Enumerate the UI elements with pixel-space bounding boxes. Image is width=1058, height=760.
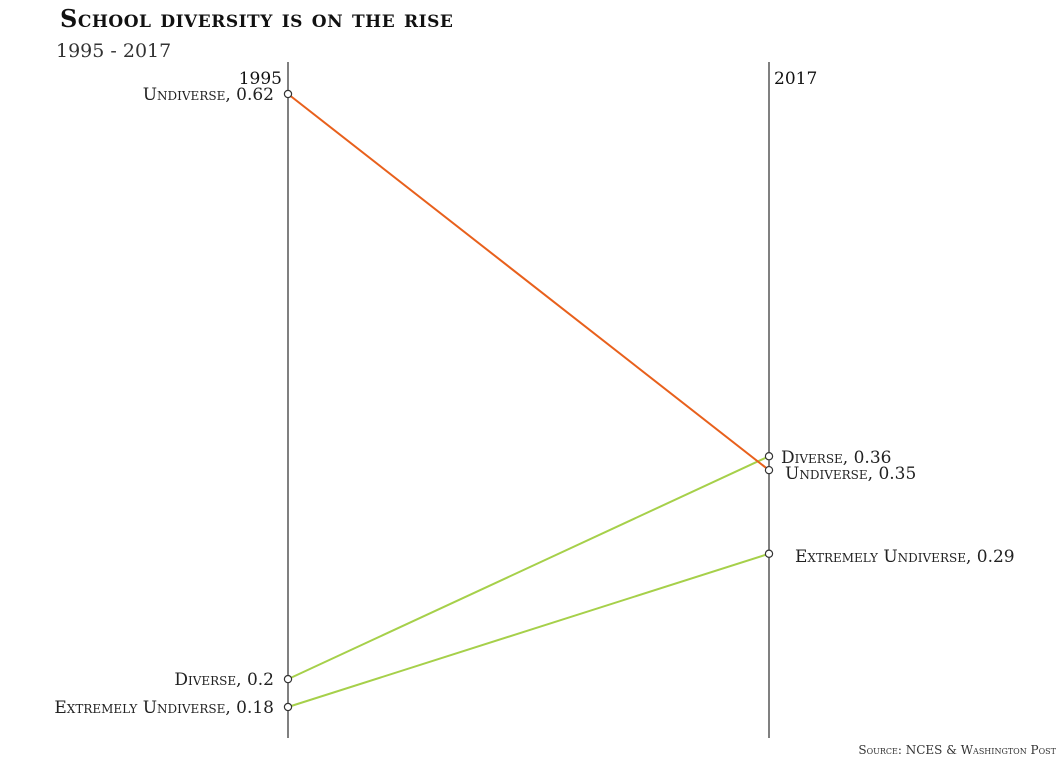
point-undiverse-1995: [283, 89, 293, 99]
series-lines: [287, 93, 770, 708]
point-label-diverse-2017: Diverse, 0.36: [781, 448, 891, 468]
source-note: Source: NCES & Washington Post: [858, 743, 1056, 757]
series-line-undiverse: [287, 93, 770, 471]
point-label-undiverse-1995: Undiverse, 0.62: [143, 85, 274, 105]
series-line-extremely-undiverse: [287, 552, 770, 708]
series-points: [283, 89, 774, 712]
year-label-end: 2017: [774, 69, 817, 89]
year-label-start: 1995: [239, 69, 282, 89]
series-line-diverse: [287, 455, 770, 681]
point-diverse-2017: [764, 452, 774, 461]
chart-subtitle: 1995 - 2017: [56, 40, 172, 62]
point-label-extremely-undiverse-1995: Extremely Undiverse, 0.18: [54, 698, 274, 718]
chart-title: School diversity is on the rise: [60, 4, 454, 33]
point-extremely-undiverse-2017: [764, 549, 774, 558]
point-diverse-1995: [283, 674, 293, 684]
point-label-undiverse-2017: Undiverse, 0.35: [785, 464, 916, 484]
point-label-extremely-undiverse-2017: Extremely Undiverse, 0.29: [795, 547, 1015, 567]
point-undiverse-2017: [764, 465, 774, 475]
point-extremely-undiverse-1995: [283, 702, 293, 712]
point-label-diverse-1995: Diverse, 0.2: [174, 670, 274, 690]
